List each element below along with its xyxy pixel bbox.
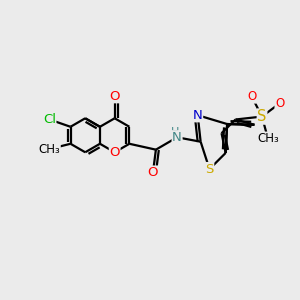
Text: O: O bbox=[110, 146, 120, 159]
Text: CH₃: CH₃ bbox=[257, 132, 279, 145]
Text: O: O bbox=[247, 90, 256, 103]
Text: N: N bbox=[172, 131, 182, 144]
Text: O: O bbox=[275, 97, 284, 110]
Text: H: H bbox=[170, 127, 179, 137]
Text: CH₃: CH₃ bbox=[38, 142, 60, 156]
Text: N: N bbox=[193, 109, 202, 122]
Text: Cl: Cl bbox=[43, 113, 56, 126]
Text: O: O bbox=[110, 90, 120, 103]
Text: S: S bbox=[205, 163, 214, 176]
Text: O: O bbox=[148, 166, 158, 179]
Text: S: S bbox=[257, 109, 267, 124]
